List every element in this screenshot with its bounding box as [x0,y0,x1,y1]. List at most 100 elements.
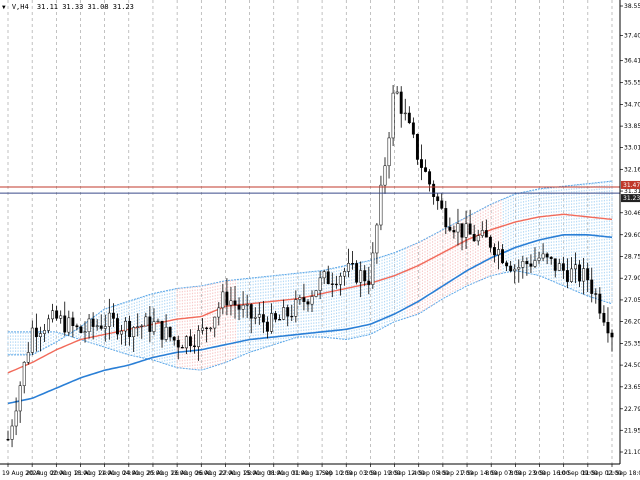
price-axis-label: 31.31 [624,188,640,195]
candle-body [75,325,79,328]
time-axis-label: 7 Sep 14:00 [461,470,497,477]
candle-body [286,307,290,317]
candle-body [488,236,492,248]
candle-body [338,275,342,285]
time-axis-label: 2 Sep 03:00 [340,470,376,477]
candle-body [501,249,505,264]
candle-body [18,385,22,412]
upper-band-line [8,180,613,356]
candle-body [452,230,456,233]
time-axis-label: 31 Aug 17:00 [292,470,333,477]
price-axis-label: 25.35 [624,340,640,347]
candle-body [375,224,379,254]
candle-body [148,316,152,332]
candle-body [371,252,375,285]
time-axis-label: 20 Aug 02:00 [26,470,67,477]
candle-body [225,291,229,306]
candle-body [265,321,269,332]
candle-body [257,314,261,318]
candle-body [59,315,63,319]
candle-body [403,112,407,115]
candle-body [379,184,383,226]
candle-body [521,261,525,268]
candle-body [164,326,168,340]
candle-body [424,167,427,172]
candle-body [330,283,334,285]
candle-body [509,265,513,272]
candle-body [610,332,614,338]
candle-body [229,300,233,306]
candle-body [355,263,359,283]
candle-body [436,196,440,202]
candle-body [168,326,172,338]
time-axis-label: 26 Aug 22:00 [195,470,236,477]
candle-body [432,183,436,197]
candle-body [290,315,294,318]
moving-average-line [7,213,613,374]
candle-body [14,410,18,427]
candle-body [63,315,67,333]
time-axis-label: 1 Sep 10:00 [316,470,352,477]
candle-body [594,293,598,295]
candle-body [411,122,415,135]
price-axis-label: 21.10 [624,449,640,456]
price-axis-label: 22.79 [624,406,640,413]
price-tag [621,194,640,203]
candle-body [347,263,350,272]
candle-body [241,304,245,310]
triangle-down-icon[interactable]: ▼ [2,4,6,11]
candle-body [71,317,75,326]
candle-body [306,301,310,305]
candle-body [253,316,257,319]
time-axis-label: 10 Sep 09:00 [558,470,598,477]
candle-body [557,263,561,271]
candle-body [274,313,277,320]
price-axis-label: 21.95 [624,427,640,434]
price-axis-label: 27.90 [624,275,640,282]
candle-body [314,290,318,297]
candle-body [444,208,448,228]
candle-body [602,312,606,323]
time-axis-label: 31 Aug 01:00 [268,470,309,477]
price-axis-label: 36.41 [624,58,640,65]
candle-body [468,223,472,235]
price-axis-label: 23.65 [624,384,640,391]
candle-body [132,327,136,338]
horizontal-lines[interactable] [0,186,620,194]
candle-body [428,171,432,185]
candle-body [440,200,444,209]
price-axis[interactable]: 38.55 37.40 36.41 35.55 34.70 33.85 33.01 32.16… [620,3,640,456]
candle-body [176,339,180,348]
candle-body [79,326,83,333]
candle-body [302,297,306,302]
candle-body [395,91,399,94]
candle-body [517,267,521,270]
candle-body [460,223,464,238]
candle-body [6,438,10,441]
candle-body [201,327,205,331]
candle-body [128,320,132,338]
candle-body [484,230,488,238]
candle-body [249,304,253,319]
candle-body [111,312,115,319]
candle-body [492,247,496,256]
candle-body [351,263,355,265]
candle-body [184,336,188,349]
candle-body [294,299,298,317]
candle-body [363,270,367,282]
candle-body [34,327,38,337]
candle-body [582,268,586,282]
time-axis-label: 11 Sep 18:00 [606,470,640,477]
price-tag [621,180,640,189]
candle-body [298,297,302,300]
candle-body [586,268,590,281]
candle-body [172,336,176,341]
candle-body [391,92,395,139]
candle-body [537,257,541,261]
candle-body [51,310,55,320]
candle-body [574,264,577,270]
candle-body [261,314,265,323]
